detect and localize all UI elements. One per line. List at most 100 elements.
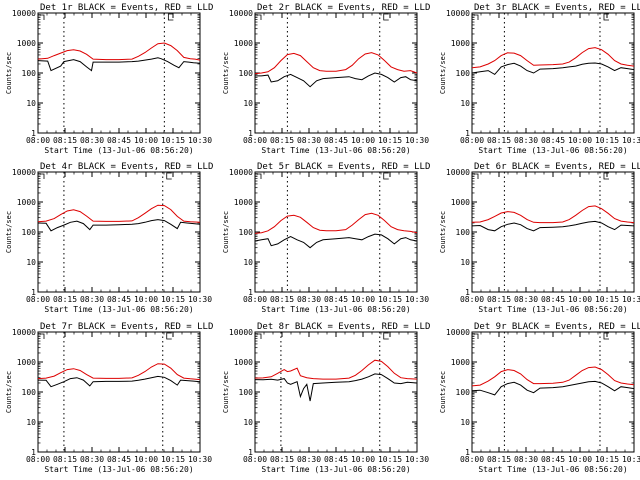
events-series-line	[471, 380, 635, 396]
y-tick-label: 10000	[229, 168, 253, 177]
y-tick-label: 100	[239, 228, 254, 237]
bracket-icon	[166, 332, 172, 340]
x-tick-label: 08:45	[107, 295, 131, 304]
x-tick-label: 08:15	[487, 455, 511, 464]
x-tick-label: 08:30	[514, 136, 538, 145]
x-tick-label: 08:00	[26, 136, 50, 145]
bracket-icon	[603, 13, 609, 21]
x-tick-label: 08:00	[460, 136, 484, 145]
x-axis-label: Start Time (13-Jul-06 08:56:20)	[44, 465, 193, 474]
x-tick-label: 08:45	[107, 455, 131, 464]
chart-title: Det 6r BLACK = Events, RED = LLD	[474, 162, 640, 172]
x-tick-label: 08:30	[514, 295, 538, 304]
x-tick-label: 08:45	[541, 455, 565, 464]
lld-series-line	[37, 42, 201, 61]
y-tick-label: 100	[456, 228, 471, 237]
x-tick-label: 10:00	[134, 295, 158, 304]
x-tick-label: 08:30	[514, 455, 538, 464]
y-tick-label: 1000	[451, 198, 470, 207]
x-tick-label: 08:45	[324, 136, 348, 145]
y-axis-label: Counts/sec	[439, 211, 447, 253]
plot-frame	[254, 331, 418, 453]
x-tick-label: 10:30	[622, 136, 640, 145]
bracket-icon	[383, 13, 389, 21]
lld-series-line	[471, 47, 635, 69]
lld-series-line	[254, 212, 418, 234]
lld-series-line	[254, 359, 418, 380]
chart-title: Det 9r BLACK = Events, RED = LLD	[474, 322, 640, 332]
y-tick-label: 1000	[234, 39, 253, 48]
chart-panel-1: Det 1r BLACK = Events, RED = LLD 1 10 100 10…	[5, 3, 213, 155]
y-tick-label: 10000	[446, 9, 470, 18]
bracket-icon	[167, 13, 174, 21]
x-tick-label: 08:00	[460, 455, 484, 464]
plot-frame	[254, 171, 418, 293]
y-axis-label: Counts/sec	[439, 52, 447, 94]
y-tick-label: 100	[239, 388, 254, 397]
y-tick-label: 1000	[17, 39, 36, 48]
x-tick-label: 10:15	[595, 295, 619, 304]
events-series-line	[471, 220, 635, 232]
y-tick-label: 1000	[451, 39, 470, 48]
events-series-line	[471, 62, 635, 76]
x-tick-label: 10:15	[378, 136, 402, 145]
y-tick-label: 10	[26, 418, 36, 427]
x-tick-label: 10:30	[405, 136, 429, 145]
y-tick-label: 10	[460, 258, 470, 267]
y-tick-label: 10000	[229, 9, 253, 18]
x-axis-label: Start Time (13-Jul-06 08:56:20)	[478, 305, 627, 314]
y-tick-label: 100	[22, 388, 37, 397]
x-tick-label: 10:30	[188, 136, 212, 145]
x-tick-label: 08:15	[270, 136, 294, 145]
x-tick-label: 08:15	[487, 295, 511, 304]
y-tick-label: 10	[460, 99, 470, 108]
x-tick-label: 08:45	[541, 136, 565, 145]
corner-mark-icon	[474, 333, 479, 339]
x-tick-label: 08:45	[324, 455, 348, 464]
chart-title: Det 1r BLACK = Events, RED = LLD	[40, 3, 213, 13]
x-tick-label: 08:30	[297, 295, 321, 304]
x-axis-label: Start Time (13-Jul-06 08:56:20)	[261, 465, 410, 474]
y-tick-label: 1	[31, 129, 36, 138]
y-tick-label: 100	[22, 69, 37, 78]
bracket-icon	[383, 172, 389, 180]
y-tick-label: 1000	[17, 358, 36, 367]
plot-frame	[471, 171, 635, 293]
x-tick-label: 08:00	[243, 455, 267, 464]
x-axis-label: Start Time (13-Jul-06 08:56:20)	[478, 146, 627, 155]
y-tick-label: 1	[31, 288, 36, 297]
y-tick-label: 1000	[451, 358, 470, 367]
chart-title: Det 2r BLACK = Events, RED = LLD	[257, 3, 430, 13]
y-tick-label: 1	[31, 448, 36, 457]
y-tick-label: 100	[456, 69, 471, 78]
chart-title: Det 4r BLACK = Events, RED = LLD	[40, 162, 213, 172]
x-tick-label: 10:15	[161, 136, 185, 145]
x-tick-label: 08:30	[297, 136, 321, 145]
y-tick-label: 1000	[234, 358, 253, 367]
y-tick-label: 1000	[234, 198, 253, 207]
x-axis-label: Start Time (13-Jul-06 08:56:20)	[478, 465, 627, 474]
y-axis-label: Counts/sec	[5, 52, 13, 94]
lld-series-line	[471, 366, 635, 387]
y-axis-label: Counts/sec	[222, 371, 230, 413]
y-tick-label: 1	[248, 288, 253, 297]
x-tick-label: 10:00	[134, 455, 158, 464]
bracket-icon	[603, 332, 609, 340]
chart-title: Det 7r BLACK = Events, RED = LLD	[40, 322, 213, 332]
x-tick-label: 10:15	[378, 295, 402, 304]
x-tick-label: 08:30	[297, 455, 321, 464]
y-tick-label: 1000	[17, 198, 36, 207]
x-tick-label: 10:30	[405, 295, 429, 304]
x-tick-label: 10:15	[378, 455, 402, 464]
lld-series-line	[254, 52, 418, 75]
y-tick-label: 1	[248, 448, 253, 457]
x-tick-label: 10:15	[595, 136, 619, 145]
y-axis-label: Counts/sec	[5, 371, 13, 413]
corner-mark-icon	[474, 14, 479, 20]
plot-frame	[37, 12, 201, 134]
events-series-line	[254, 233, 418, 249]
y-tick-label: 1	[248, 129, 253, 138]
events-series-line	[37, 219, 201, 232]
x-tick-label: 10:30	[622, 295, 640, 304]
events-series-line	[37, 375, 201, 388]
